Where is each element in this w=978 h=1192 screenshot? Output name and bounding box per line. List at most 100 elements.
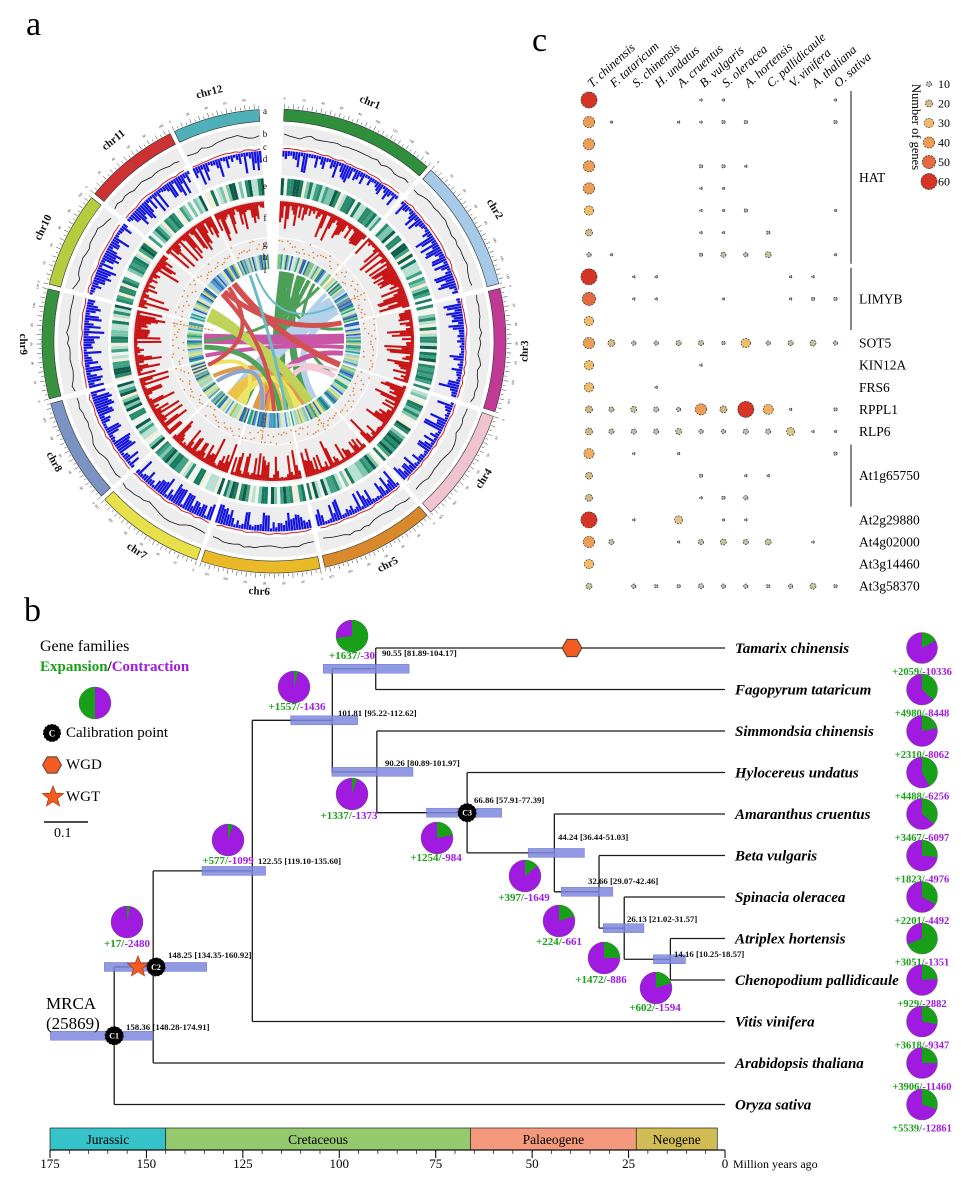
tick [377,549,379,553]
heatmap-cell [341,365,356,373]
heatmap-cell [419,345,437,350]
heatmap-cell [219,272,230,286]
tick-label: 20 [512,303,517,307]
gene-count-dot [676,120,681,124]
heatmap-cell [133,256,150,268]
histogram-bar [109,243,120,251]
scatter-dot [181,380,184,382]
scatter-dot [181,315,183,318]
histogram-bar [341,514,346,519]
tick-label: 100 [107,517,114,524]
heatmap-cell [414,295,432,303]
heatmap-cell [277,254,280,270]
scatter-dot [328,417,331,419]
histogram-bar [424,228,430,233]
histogram-bar [180,235,186,242]
scatter-dot [364,298,366,301]
scatter-dot [188,380,191,382]
histogram-bar [253,524,257,531]
gene-count-dot [721,119,726,125]
histogram-bar [204,162,210,173]
histogram-bar [344,449,352,459]
heatmap-cell [303,181,311,199]
heatmap-cell [284,254,289,270]
scatter-dot [315,431,317,434]
loss-text: -1099 [228,855,254,867]
histogram-bar [112,238,120,245]
tick [63,229,69,233]
tick [487,247,491,249]
chromosome-label-chr6: chr6 [248,585,271,598]
track-background-arc [57,292,85,395]
loss-text: -4492 [925,916,950,927]
heatmap-cell [398,256,415,268]
histogram-bar [235,520,240,529]
histogram-bar [155,265,162,271]
tick-label: 0 [501,418,505,421]
tick [394,139,396,142]
heatmap-cell [190,360,205,366]
heatmap-cell [124,273,142,284]
histogram-bar [92,392,110,400]
histogram-bar [381,188,391,200]
heatmap-cell [130,261,147,273]
histogram-bar [250,472,254,480]
tick [386,134,388,137]
heatmap-cell [220,271,231,285]
heatmap-cell [331,383,345,394]
heatmap-cell [393,248,410,261]
histogram-bar [266,462,270,481]
scatter-dot [322,255,325,258]
tick [199,562,202,567]
histogram-bar [198,503,206,517]
tick-label: 100 [42,417,48,423]
tick [126,522,128,525]
histogram-bar [365,432,374,441]
gene-count-dot [580,268,598,286]
node-pie-C2-green-slice [127,906,130,922]
tick [431,165,435,170]
gene-count-dot [720,428,726,435]
heatmap-cell [312,267,323,281]
tick-label: 40 [49,242,54,247]
heatmap-cell [314,480,322,498]
gene-count-dot [765,428,772,435]
tick [128,525,132,530]
heatmap-cell [328,387,341,398]
scatter-dot [291,246,294,248]
heatmap-cell [418,316,436,323]
scatter-dot [193,279,195,282]
histogram-bar [136,363,149,368]
heatmap-cell [111,336,129,340]
heatmap-cell [395,420,412,432]
heatmap-cell [326,188,336,206]
loss-text: -12861 [922,1124,952,1135]
heatmap-cell [315,269,325,283]
age-ci-bar-n2613 [602,923,645,933]
heatmap-cell [244,484,251,502]
tick [138,145,142,150]
tick [437,506,440,509]
track-background-arc [241,424,295,444]
tick-label: 60 [473,204,478,209]
tick [226,569,229,574]
histogram-bar [440,265,450,271]
heatmap-cell [334,378,349,389]
scatter-dot [173,325,176,327]
gene-count-dot [698,583,704,590]
tick [185,122,187,126]
node-gainloss-n2613: +1472/-886 [575,974,627,986]
tick-label: 100 [77,191,83,198]
tick [502,296,508,298]
gene-count-dot [608,539,615,545]
histogram-bar [380,257,388,265]
scatter-dot [226,428,228,430]
scatter-dot [277,433,280,435]
histogram-bar [200,504,208,518]
scatter-dot [299,427,301,429]
heatmap-cell [345,326,360,331]
wgd-label: WGD [66,757,102,773]
heatmap-cell [324,279,337,291]
histogram-bar [371,243,377,248]
histogram-bar [290,471,294,480]
